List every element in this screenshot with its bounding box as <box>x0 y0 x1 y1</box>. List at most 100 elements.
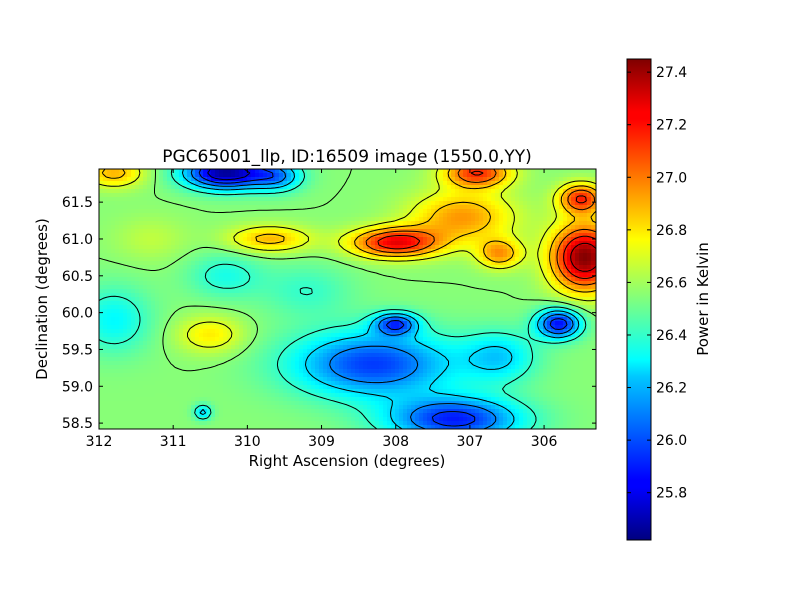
heatmap-cell <box>531 181 536 186</box>
heatmap-cell <box>215 325 220 330</box>
heatmap-cell <box>183 269 188 274</box>
heatmap-cell <box>523 269 528 274</box>
heatmap-cell <box>303 321 308 326</box>
heatmap-cell <box>155 185 160 190</box>
heatmap-cell <box>439 277 444 282</box>
heatmap-cell <box>375 321 380 326</box>
heatmap-cell <box>111 285 116 290</box>
heatmap-cell <box>143 245 148 250</box>
heatmap-cell <box>495 209 500 214</box>
heatmap-cell <box>411 237 416 242</box>
heatmap-cell <box>559 225 564 230</box>
heatmap-cell <box>551 253 556 258</box>
heatmap-cell <box>523 249 528 254</box>
heatmap-cell <box>359 201 364 206</box>
heatmap-cell <box>267 317 272 322</box>
heatmap-cell <box>551 233 556 238</box>
heatmap-cell <box>271 269 276 274</box>
heatmap-cell <box>435 253 440 258</box>
heatmap-cell <box>319 257 324 262</box>
heatmap-cell <box>379 297 384 302</box>
heatmap-cell <box>487 193 492 198</box>
heatmap-cell <box>287 169 292 174</box>
heatmap-cell <box>423 261 428 266</box>
heatmap-cell <box>579 237 584 242</box>
heatmap-cell <box>227 273 232 278</box>
heatmap-cell <box>295 169 300 174</box>
heatmap-cell <box>363 309 368 314</box>
heatmap-cell <box>479 317 484 322</box>
heatmap-cell <box>99 325 104 330</box>
heatmap-cell <box>519 169 524 174</box>
heatmap-cell <box>287 201 292 206</box>
heatmap-cell <box>415 201 420 206</box>
heatmap-cell <box>251 273 256 278</box>
heatmap-cell <box>227 185 232 190</box>
heatmap-cell <box>179 293 184 298</box>
heatmap-cell <box>227 301 232 306</box>
heatmap-cell <box>107 317 112 322</box>
heatmap-cell <box>351 229 356 234</box>
heatmap-cell <box>479 221 484 226</box>
heatmap-cell <box>343 213 348 218</box>
heatmap-cell <box>235 221 240 226</box>
heatmap-cell <box>223 269 228 274</box>
heatmap-cell <box>559 221 564 226</box>
heatmap-cell <box>575 321 580 326</box>
heatmap-cell <box>487 309 492 314</box>
heatmap-cell <box>451 273 456 278</box>
heatmap-cell <box>519 229 524 234</box>
heatmap-cell <box>351 225 356 230</box>
heatmap-cell <box>243 229 248 234</box>
heatmap-cell <box>371 317 376 322</box>
heatmap-cell <box>551 237 556 242</box>
heatmap-cell <box>191 217 196 222</box>
heatmap-cell <box>271 189 276 194</box>
heatmap-cell <box>403 181 408 186</box>
heatmap-cell <box>243 245 248 250</box>
heatmap-cell <box>435 185 440 190</box>
heatmap-cell <box>103 241 108 246</box>
heatmap-cell <box>531 233 536 238</box>
heatmap-cell <box>195 297 200 302</box>
heatmap-cell <box>347 189 352 194</box>
heatmap-cell <box>167 209 172 214</box>
heatmap-cell <box>299 285 304 290</box>
heatmap-cell <box>407 261 412 266</box>
heatmap-cell <box>239 321 244 326</box>
heatmap-cell <box>251 281 256 286</box>
heatmap-cell <box>103 285 108 290</box>
heatmap-cell <box>551 261 556 266</box>
heatmap-cell <box>411 189 416 194</box>
heatmap-cell <box>423 213 428 218</box>
heatmap-cell <box>195 249 200 254</box>
heatmap-cell <box>211 261 216 266</box>
heatmap-cell <box>563 213 568 218</box>
heatmap-cell <box>515 309 520 314</box>
heatmap-cell <box>199 297 204 302</box>
heatmap-cell <box>419 217 424 222</box>
heatmap-cell <box>359 297 364 302</box>
heatmap-cell <box>511 325 516 330</box>
heatmap-cell <box>435 325 440 330</box>
heatmap-cell <box>507 241 512 246</box>
heatmap-cell <box>123 181 128 186</box>
heatmap-cell <box>543 197 548 202</box>
heatmap-cell <box>211 197 216 202</box>
heatmap-cell <box>131 301 136 306</box>
heatmap-cell <box>519 193 524 198</box>
heatmap-cell <box>107 213 112 218</box>
heatmap-cell <box>259 313 264 318</box>
heatmap-cell <box>475 273 480 278</box>
heatmap-cell <box>339 289 344 294</box>
heatmap-cell <box>107 277 112 282</box>
heatmap-cell <box>171 269 176 274</box>
heatmap-cell <box>259 197 264 202</box>
heatmap-cell <box>259 237 264 242</box>
heatmap-cell <box>467 253 472 258</box>
heatmap-cell <box>495 273 500 278</box>
heatmap-cell <box>99 305 104 310</box>
heatmap-cell <box>163 277 168 282</box>
heatmap-cell <box>571 309 576 314</box>
heatmap-cell <box>455 173 460 178</box>
